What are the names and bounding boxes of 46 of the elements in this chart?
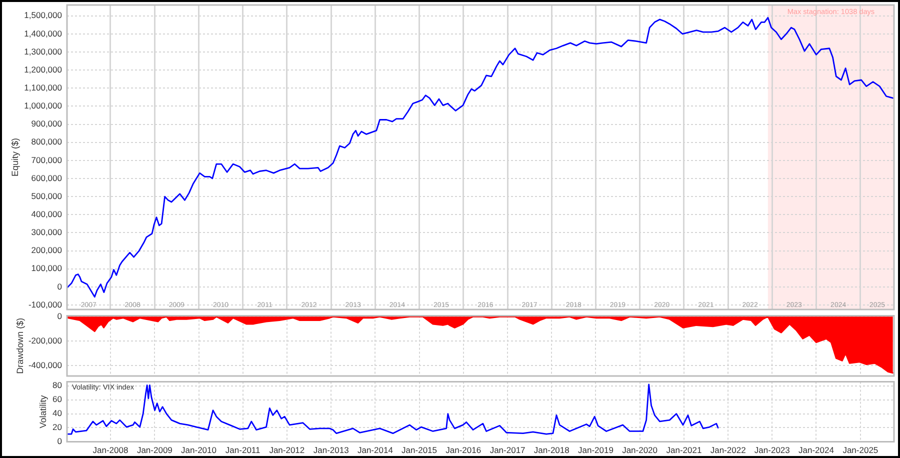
y-tick-label: 700,000 xyxy=(31,154,62,165)
y-tick-label: 800,000 xyxy=(31,136,62,147)
y-tick-label: 600,000 xyxy=(31,172,62,183)
x-tick-label: Jan-2012 xyxy=(269,445,305,456)
x-tick-label: Jan-2011 xyxy=(225,445,261,456)
x-tick-label: Jan-2008 xyxy=(92,445,128,456)
x-tick-label: Jan-2024 xyxy=(798,445,834,456)
y-tick-label: 0 xyxy=(57,311,62,322)
x-tick-label: Jan-2017 xyxy=(490,445,526,456)
y-tick-label: 40 xyxy=(52,408,62,418)
y-tick-label: 60 xyxy=(52,394,62,404)
x-tick-label: Jan-2018 xyxy=(534,445,570,456)
x-tick-label: Jan-2016 xyxy=(446,445,482,456)
y-tick-label: 80 xyxy=(52,380,62,390)
x-tick-label: Jan-2020 xyxy=(622,445,658,456)
y-axis-title: Equity ($) xyxy=(10,138,20,177)
y-tick-label: 100,000 xyxy=(31,263,62,274)
y-tick-label: 500,000 xyxy=(31,190,62,201)
y-tick-label: 1,400,000 xyxy=(24,28,62,38)
y-tick-label: 1,300,000 xyxy=(24,46,62,56)
y-tick-label: -200,000 xyxy=(28,335,62,346)
x-tick-label: Jan-2009 xyxy=(136,445,173,456)
y-tick-label: 0 xyxy=(57,436,62,446)
x-tick-label: Jan-2010 xyxy=(181,445,217,456)
x-tick-label: Jan-2025 xyxy=(842,445,878,456)
y-tick-label: 300,000 xyxy=(31,227,62,238)
y-tick-label: 1,100,000 xyxy=(24,82,62,92)
y-axis-title: Volatility xyxy=(38,394,48,428)
y-tick-label: 20 xyxy=(52,422,62,432)
x-tick-label: Jan-2013 xyxy=(313,445,350,456)
y-tick-label: -100,000 xyxy=(28,299,62,310)
y-tick-label: 1,200,000 xyxy=(24,64,62,74)
x-tick-label: Jan-2014 xyxy=(357,445,394,456)
x-tick-label: Jan-2023 xyxy=(754,445,790,456)
y-tick-label: 400,000 xyxy=(31,208,62,219)
y-tick-label: 0 xyxy=(57,281,62,292)
x-tick-label: Jan-2019 xyxy=(578,445,614,456)
y-tick-label: 1,500,000 xyxy=(24,10,62,20)
x-tick-label: Jan-2021 xyxy=(666,445,702,456)
y-tick-label: 1,000,000 xyxy=(24,100,62,111)
y-tick-label: 900,000 xyxy=(31,118,62,129)
y-tick-label: -400,000 xyxy=(28,360,62,370)
y-tick-label: 200,000 xyxy=(31,245,62,256)
x-tick-label: Jan-2022 xyxy=(710,445,746,456)
y-axis-title: Drawdown ($) xyxy=(15,318,26,374)
x-tick-label: Jan-2015 xyxy=(402,445,438,456)
